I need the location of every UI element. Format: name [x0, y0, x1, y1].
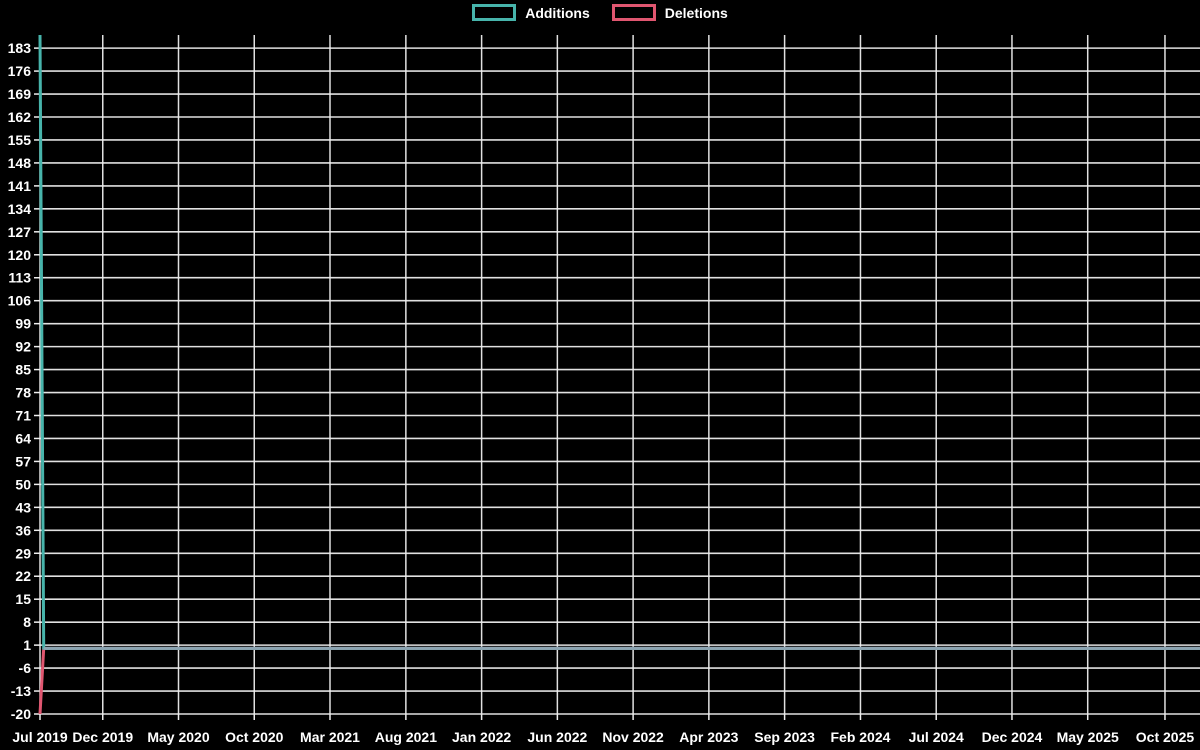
x-tick-label: Sep 2023: [754, 729, 815, 745]
x-tick-label: Jun 2022: [527, 729, 587, 745]
y-tick-label: 162: [8, 109, 32, 125]
x-tick-label: Aug 2021: [375, 729, 437, 745]
x-tick-label: Oct 2025: [1136, 729, 1195, 745]
y-tick-label: -6: [19, 660, 32, 676]
x-tick-label: Jan 2022: [452, 729, 511, 745]
y-tick-label: 169: [8, 86, 32, 102]
y-tick-label: 15: [15, 591, 31, 607]
legend-label-deletions: Deletions: [664, 4, 728, 21]
x-tick-label: Dec 2019: [72, 729, 133, 745]
y-tick-label: 92: [15, 339, 31, 355]
chart-legend: Additions Deletions: [0, 4, 1200, 21]
y-tick-label: -13: [11, 683, 31, 699]
legend-item-deletions[interactable]: Deletions: [611, 4, 728, 21]
x-tick-label: May 2020: [147, 729, 209, 745]
x-tick-label: Oct 2020: [225, 729, 284, 745]
y-tick-label: 1: [23, 637, 31, 653]
x-tick-label: Feb 2024: [830, 729, 890, 745]
y-tick-label: 64: [15, 430, 31, 446]
y-tick-label: 78: [15, 385, 31, 401]
y-tick-label: 134: [8, 201, 32, 217]
y-tick-label: 106: [8, 293, 32, 309]
y-tick-label: 120: [8, 247, 32, 263]
x-tick-label: Mar 2021: [300, 729, 360, 745]
additions-swatch-icon: [472, 4, 517, 21]
y-tick-label: 99: [15, 316, 31, 332]
y-tick-label: 8: [23, 614, 31, 630]
x-tick-label: Jul 2019: [12, 729, 67, 745]
y-tick-label: 176: [8, 63, 32, 79]
y-tick-label: 57: [15, 453, 31, 469]
series-line-deletions[interactable]: [38, 646, 1200, 715]
y-tick-label: 155: [8, 132, 32, 148]
y-tick-label: 85: [15, 362, 31, 378]
legend-item-additions[interactable]: Additions: [472, 4, 590, 21]
y-tick-label: 43: [15, 499, 31, 515]
y-tick-label: 127: [8, 224, 32, 240]
y-tick-label: 183: [8, 40, 32, 56]
x-tick-label: Apr 2023: [679, 729, 738, 745]
y-tick-label: 71: [15, 408, 31, 424]
x-tick-label: Nov 2022: [602, 729, 664, 745]
y-tick-label: 148: [8, 155, 32, 171]
legend-label-additions: Additions: [525, 4, 590, 21]
y-tick-label: 22: [15, 568, 31, 584]
y-tick-label: -20: [11, 706, 31, 722]
y-tick-label: 113: [8, 270, 31, 286]
x-tick-label: May 2025: [1057, 729, 1119, 745]
y-tick-label: 141: [8, 178, 32, 194]
x-tick-label: Dec 2024: [982, 729, 1043, 745]
deletions-swatch-icon: [611, 4, 656, 21]
series-line-additions[interactable]: [38, 34, 1200, 650]
x-tick-label: Jul 2024: [909, 729, 964, 745]
y-tick-label: 36: [15, 522, 31, 538]
y-tick-label: 29: [15, 545, 31, 561]
y-tick-label: 50: [15, 476, 31, 492]
